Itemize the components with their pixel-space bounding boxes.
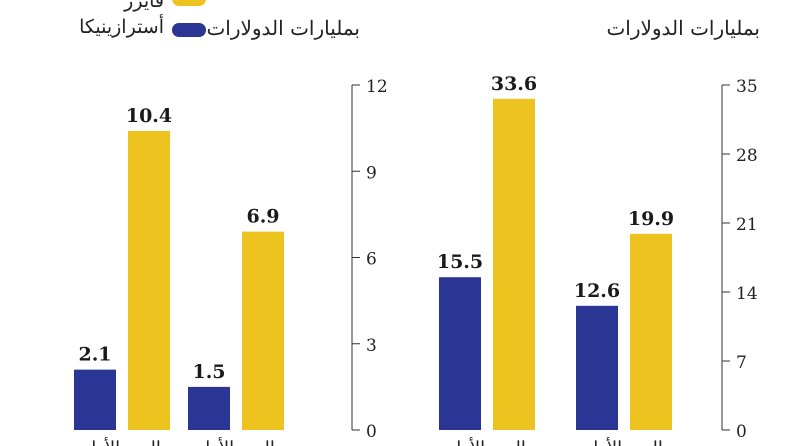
legend-swatch-astrazeneca <box>172 23 206 37</box>
y-tick-label: 12 <box>366 77 388 97</box>
y-tick-label: 3 <box>366 336 377 356</box>
bar-value-label: 19.9 <box>628 208 674 230</box>
legend-item-astrazeneca: أسترازينيكا <box>79 16 164 38</box>
chart-left-unit-label: بمليارات الدولارات <box>206 16 360 40</box>
bar-value-label: 10.4 <box>126 105 172 127</box>
bar-pfizer <box>128 131 170 430</box>
bar-pfizer <box>493 98 535 431</box>
y-tick-label: 14 <box>736 284 758 304</box>
bar-value-label: 1.5 <box>192 361 225 383</box>
bar-astrazeneca <box>576 305 618 430</box>
category-label: الربع الأول <box>585 436 663 446</box>
bar-astrazeneca <box>439 277 481 430</box>
y-tick-label: 9 <box>366 163 377 183</box>
chart-right-unit-label: بمليارات الدولارات <box>606 16 760 40</box>
bar-value-label: 33.6 <box>491 73 537 95</box>
y-tick-label: 0 <box>736 422 747 442</box>
legend-label-pfizer: فايزر <box>124 0 164 12</box>
category-label: الربع الأول <box>448 436 526 446</box>
y-tick-label: 21 <box>736 215 758 235</box>
bar-value-label: 6.9 <box>246 206 279 228</box>
bar-value-label: 12.6 <box>574 280 620 302</box>
bar-pfizer <box>630 233 672 430</box>
legend-swatch-pfizer <box>172 0 206 6</box>
legend-item-pfizer: فايزر <box>124 0 164 12</box>
y-tick-label: 35 <box>736 77 758 97</box>
bar-value-label: 15.5 <box>437 251 483 273</box>
y-tick-label: 28 <box>736 146 758 166</box>
bar-value-label: 2.1 <box>78 344 111 366</box>
y-tick-label: 6 <box>366 250 377 270</box>
bar-astrazeneca <box>188 386 230 430</box>
legend-label-astrazeneca: أسترازينيكا <box>79 16 164 38</box>
bar-astrazeneca <box>74 369 116 430</box>
bar-pfizer <box>242 231 284 430</box>
y-tick-label: 7 <box>736 353 747 373</box>
category-label: الربع الأول <box>83 436 161 446</box>
category-label: الربع الأول <box>197 436 275 446</box>
y-tick-label: 0 <box>366 422 377 442</box>
